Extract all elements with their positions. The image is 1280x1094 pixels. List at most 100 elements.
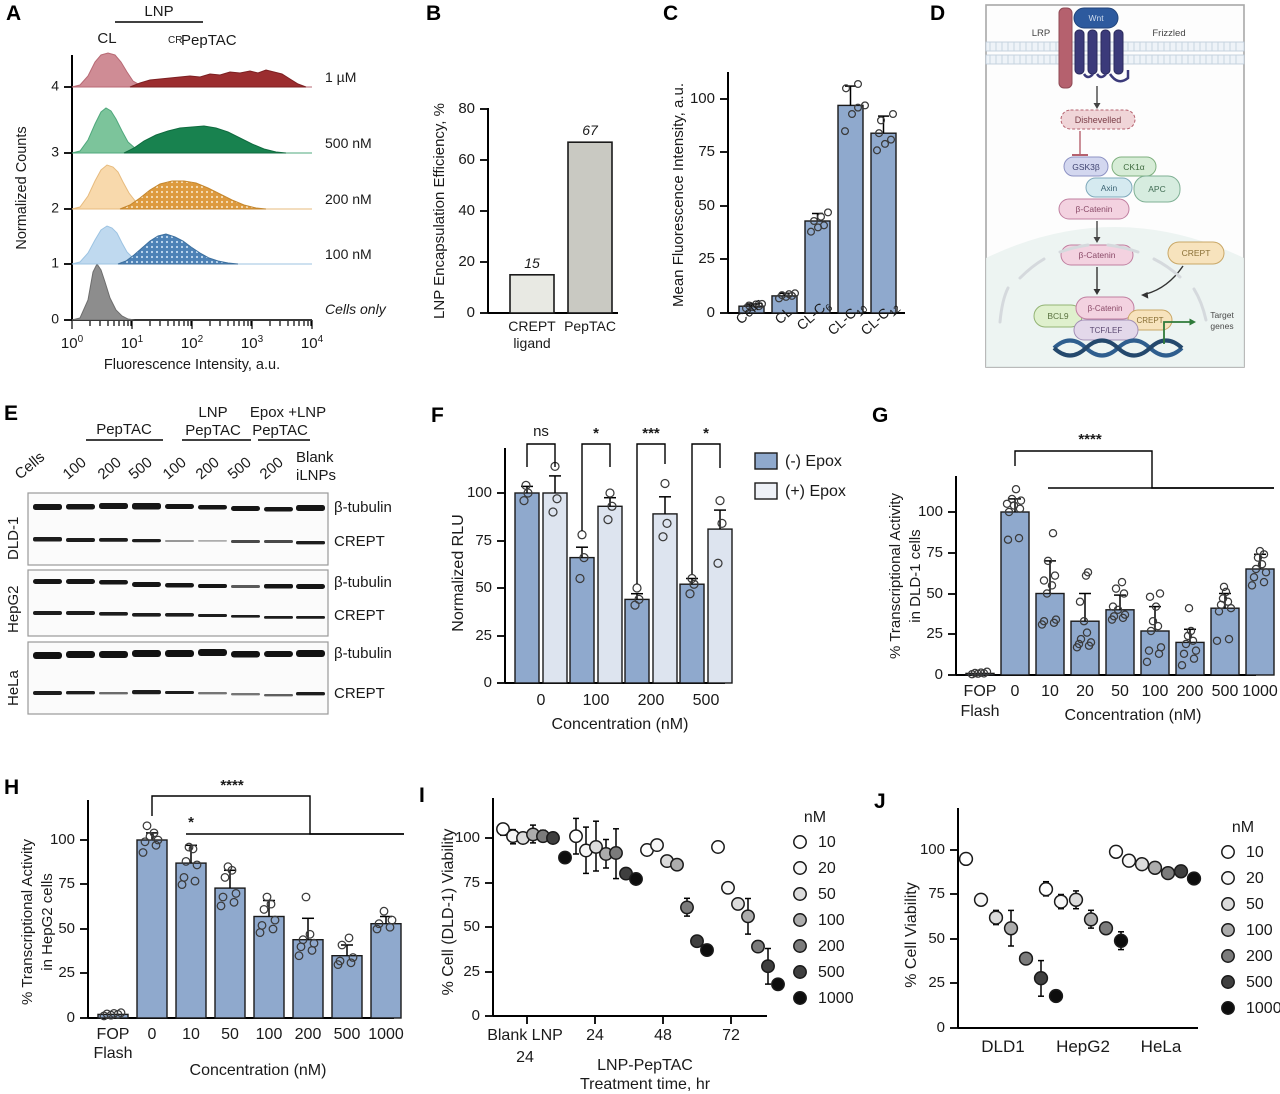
bar-value-crept-ligand: 15 [524, 255, 540, 271]
legend-label-100-j: 100 [1246, 922, 1273, 939]
panel-c-plot: 0 25 50 75 100 Cells [670, 72, 905, 341]
blot-dld1: DLD-1 β-tubulin CREPT [5, 492, 392, 566]
legend-label-10-j: 10 [1246, 844, 1264, 861]
lnp-bracket-title: LNP [144, 3, 173, 20]
panel-h-data-points [99, 821, 397, 1021]
bar-peptac [567, 141, 613, 314]
gsk3b-label: GSK3β [1072, 162, 1100, 172]
svg-text:100: 100 [1142, 683, 1169, 700]
bar-f-plus-500 [707, 528, 733, 684]
legend-label-500-j: 500 [1246, 974, 1273, 991]
legend-label-100: 100 [818, 912, 845, 929]
blot-cellline-hela: HeLa [5, 669, 22, 706]
panel-i-group-72 [711, 840, 785, 992]
panel-h-label: H [4, 776, 20, 799]
svg-text:0: 0 [484, 674, 492, 691]
svg-text:FOP: FOP [97, 1026, 130, 1043]
panel-f-y-ticks: 0 25 50 75 100 [467, 484, 505, 691]
svg-text:25: 25 [58, 964, 75, 981]
panel-e-label: E [4, 402, 19, 425]
axin-label: Axin [1101, 183, 1118, 193]
svg-text:FOP: FOP [964, 683, 997, 700]
panel-g-sig-label: **** [1078, 431, 1102, 448]
svg-text:2: 2 [51, 200, 59, 216]
panel-e-lane-labels: Cells 100 200 500 100 200 500 200 Blank … [12, 449, 336, 484]
dna-helix [1052, 338, 1184, 358]
panel-c-data-points [741, 79, 898, 313]
lane-label-5: 200 [193, 454, 223, 483]
panel-j-group-hela [1108, 844, 1202, 886]
svg-text:50: 50 [928, 930, 945, 947]
svg-text:50: 50 [58, 920, 75, 937]
panel-f-data-points [519, 461, 727, 610]
panel-c-y-title: Mean Fluorescence Intensity, a.u. [670, 83, 687, 307]
target-genes-label-2: genes [1210, 321, 1233, 331]
panel-g-data-points [967, 484, 1271, 679]
legend-label-20-j: 20 [1246, 870, 1264, 887]
ck1a-label: CK1α [1123, 162, 1145, 172]
panel-i-x-tick-labels: Blank LNP 24 24 48 72 [487, 1027, 740, 1066]
svg-text:DLD1: DLD1 [981, 1037, 1024, 1056]
svg-text:40: 40 [458, 202, 475, 219]
panel-g-x-tick-labels: FOP Flash 0 10 20 50 100 200 500 1000 [960, 683, 1277, 720]
svg-text:100: 100 [583, 692, 610, 709]
band-label-tubulin-1: β-tubulin [334, 499, 392, 516]
svg-text:50: 50 [221, 1026, 239, 1043]
panel-j: J 0 25 50 75 100 [868, 770, 1280, 1094]
svg-text:72: 72 [722, 1027, 740, 1044]
panel-a-plot: LNP CL CR PepTAC 0 1 2 3 4 [14, 3, 387, 373]
panel-f-x-tick-labels: 0 100 200 500 [537, 692, 720, 709]
blot-cellline-hepg2: HepG2 [5, 585, 22, 633]
lipid-tails [989, 42, 1237, 64]
panel-c: C 0 25 50 75 100 [655, 0, 940, 380]
panel-b: B 0 20 40 60 80 15 67 CREPT ligand PepTA… [420, 0, 660, 380]
svg-text:500: 500 [1212, 683, 1239, 700]
blot-hela: HeLa β-tubulin CREPT [5, 641, 392, 715]
panel-d: D [928, 0, 1280, 380]
panel-h-x-tick-labels: FOP Flash 0 10 50 100 200 500 1000 [93, 1026, 403, 1062]
panel-e-western-blots: PepTAC LNP PepTAC Epox +LNP PepTAC Cells… [5, 404, 392, 715]
panel-f-x-title: Concentration (nM) [552, 716, 689, 733]
svg-text:50: 50 [698, 197, 715, 214]
panel-e: E PepTAC LNP PepTAC Epox +LNP PepTAC Cel… [0, 398, 425, 728]
svg-text:100: 100 [61, 334, 84, 352]
dishevelled-label: Dishevelled [1075, 115, 1122, 125]
panel-g-x-title: Concentration (nM) [1065, 707, 1202, 724]
svg-text:50: 50 [1111, 683, 1129, 700]
legend-title-nm-j: nM [1232, 819, 1254, 836]
sig-label-500: * [703, 425, 709, 442]
legend-marker-100 [793, 913, 807, 927]
svg-text:Blank LNP: Blank LNP [487, 1027, 563, 1044]
legend-label-200-j: 200 [1246, 948, 1273, 965]
bar-value-peptac: 67 [582, 122, 599, 138]
svg-text:1000: 1000 [1242, 683, 1278, 700]
lane-label-blank-2: iLNPs [296, 467, 336, 484]
svg-text:102: 102 [181, 334, 204, 352]
svg-text:0: 0 [467, 304, 475, 321]
panel-i-y-ticks: 0 25 50 75 100 [455, 829, 493, 1024]
panel-i-y-title: % Cell (DLD-1) Viability [440, 829, 457, 996]
legend-marker-500-j [1221, 975, 1235, 989]
legend-title-nm: nM [804, 809, 826, 826]
svg-text:50: 50 [926, 585, 943, 602]
panel-h-sig-main: **** [220, 777, 244, 794]
panel-f-label: F [431, 404, 444, 427]
panel-a-trace-500nm [71, 107, 312, 154]
svg-text:75: 75 [463, 874, 480, 891]
destruction-complex: GSK3β CK1α Axin APC β-Catenin [1058, 156, 1181, 220]
svg-text:0: 0 [935, 666, 943, 683]
panel-i-group-24 [569, 817, 643, 886]
band-label-tubulin-2: β-tubulin [334, 574, 392, 591]
panel-a-row-label-500nm: 500 nM [325, 135, 372, 151]
peptac-sublabel: PepTAC [181, 32, 237, 49]
panel-d-pathway-diagram: LRP Wnt Frizzled Dishevelled GSK3β CK1 [985, 4, 1245, 368]
panel-a-x-title: Fluorescence Intensity, a.u. [104, 357, 280, 373]
panel-a-x-tick-labels: 100 101 102 103 104 [61, 334, 324, 352]
legend-label-20: 20 [818, 860, 836, 877]
wnt-ligand [1073, 7, 1119, 29]
svg-text:0: 0 [707, 304, 715, 321]
svg-text:1000: 1000 [368, 1026, 404, 1043]
svg-text:75: 75 [475, 532, 492, 549]
panel-a-x-minor-ticks [71, 320, 313, 329]
group-header-epox-1: Epox +LNP [250, 404, 326, 421]
